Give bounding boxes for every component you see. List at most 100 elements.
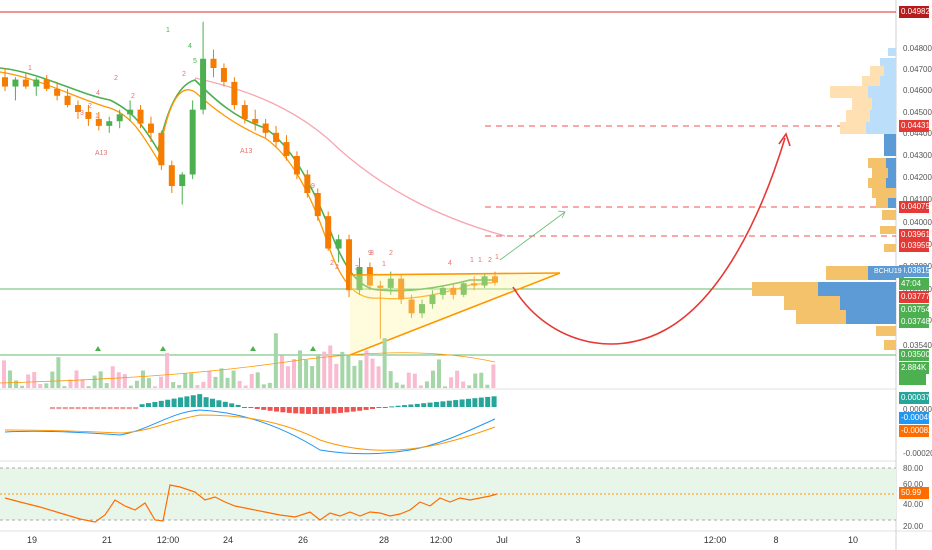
candle-body — [460, 283, 467, 295]
macd-bar — [190, 395, 196, 407]
macd-bar — [434, 401, 439, 407]
candle-body — [366, 267, 373, 286]
volume-bar — [285, 366, 290, 388]
volume-bar — [225, 377, 230, 388]
candle-body — [179, 174, 186, 187]
time-tick: 26 — [298, 535, 308, 545]
volume-bar — [165, 352, 170, 388]
macd-bar — [178, 397, 183, 407]
volume-bar — [153, 386, 158, 388]
price-tick: 0.04300 — [903, 151, 932, 160]
volume-bar — [68, 379, 73, 388]
volume-bar — [177, 384, 182, 388]
macd-bar — [133, 407, 139, 410]
volume-bar — [388, 371, 393, 388]
macd-bar — [331, 407, 337, 414]
candle-body — [481, 276, 488, 286]
macd-tick: -0.00020 — [903, 449, 932, 458]
macd-bar — [306, 407, 311, 414]
volume-bar — [485, 384, 490, 388]
price-tag: 0.04982 — [899, 6, 930, 18]
volume-histogram — [2, 333, 496, 388]
td-label: 1 — [28, 65, 32, 72]
rsi-tick: 60.00 — [903, 480, 924, 489]
ema-orange-line — [0, 71, 499, 300]
macd-bar — [82, 407, 87, 410]
triangle-upper-edge — [349, 272, 561, 276]
volume-bar — [316, 355, 321, 388]
candle-body — [210, 58, 217, 69]
volume-bar — [455, 370, 460, 388]
volume-bar — [8, 370, 13, 388]
volume-bar — [128, 385, 133, 388]
macd-bar — [286, 407, 292, 413]
volume-bar — [44, 383, 49, 388]
volume-bar — [322, 351, 327, 388]
price-tag: 0.00037 — [899, 392, 930, 404]
td-label: A13 — [95, 150, 108, 157]
macd-signal-line — [4, 414, 496, 451]
volume-bar — [424, 381, 429, 388]
macd-bar — [363, 407, 369, 410]
macd-bar — [491, 396, 497, 407]
macd-bar — [184, 396, 190, 407]
td-label: 2 — [335, 264, 339, 271]
macd-bar — [421, 403, 427, 407]
volume-bar — [92, 375, 97, 388]
volume-bar — [189, 373, 194, 388]
volume-bar — [479, 372, 484, 388]
volume-bar — [50, 371, 55, 388]
macd-bar — [402, 405, 407, 407]
price-tag: 0.03754 — [899, 304, 930, 316]
candle-body — [262, 123, 269, 133]
time-tick: 8 — [773, 535, 778, 545]
td-label: 3 — [80, 110, 84, 117]
volume-bar — [56, 357, 61, 388]
volume-bar — [340, 351, 345, 388]
volume-bar — [134, 380, 139, 388]
symbol-tag[interactable]: BCHU19 — [872, 266, 904, 278]
volume-bar — [394, 382, 399, 388]
macd-histogram — [50, 394, 497, 414]
volume-bar — [449, 377, 454, 388]
macd-bar — [344, 407, 350, 413]
price-tick: 0.03540 — [903, 341, 932, 350]
volume-bar — [38, 383, 43, 388]
candle-body — [471, 283, 478, 286]
price-tick: 0.04500 — [903, 108, 932, 117]
rsi-tick: 80.00 — [903, 464, 924, 473]
candle-body — [325, 216, 332, 249]
candle-body — [283, 142, 290, 156]
candlestick-series — [2, 21, 498, 339]
macd-bar — [229, 403, 235, 407]
volume-bar — [328, 345, 333, 388]
macd-bar — [50, 407, 55, 410]
price-tag: 0.04431 — [899, 120, 930, 132]
volume-tag-box — [899, 374, 926, 385]
candle-body — [377, 285, 384, 288]
macd-bar — [62, 407, 68, 410]
volume-bar — [298, 350, 303, 388]
volume-bar — [2, 360, 6, 388]
volume-bar — [219, 368, 224, 388]
time-tick: 3 — [575, 535, 580, 545]
macd-bar — [427, 402, 433, 407]
macd-bar — [126, 407, 132, 410]
volume-bar — [473, 373, 478, 388]
volume-bar — [237, 380, 242, 388]
td-label: 2 — [88, 103, 92, 110]
candle-body — [168, 165, 175, 187]
td-label: 2 — [131, 93, 135, 100]
macd-bar — [69, 407, 75, 410]
price-tag: 0.03777 — [899, 291, 930, 303]
volume-bar — [279, 355, 284, 388]
candle-body — [429, 294, 436, 305]
price-tag: 0.03500 — [899, 349, 930, 361]
time-tick: Jul — [496, 535, 508, 545]
breakout-arrow — [499, 211, 566, 261]
time-axis-ticks: 19 21 12:00 24 26 28 12:00 Jul 3 12:00 8 10 — [27, 535, 858, 545]
price-tick: 0.04000 — [903, 218, 932, 227]
volume-bar — [461, 381, 466, 388]
